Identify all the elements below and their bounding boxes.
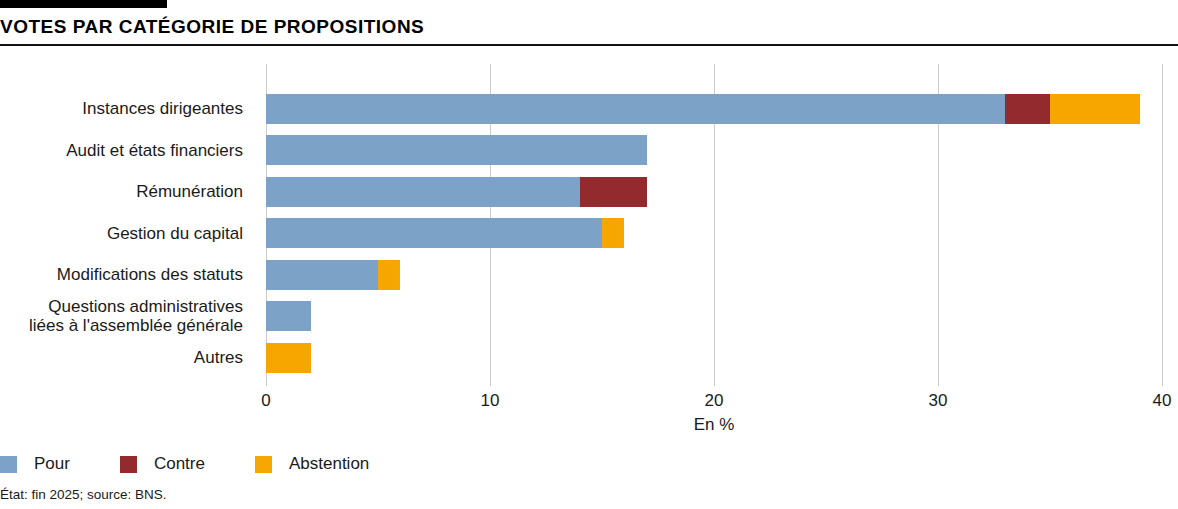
chart-row: Questions administratives liées à l'asse… <box>0 296 1162 338</box>
bar-track <box>266 94 1162 124</box>
legend-swatch-abstention <box>255 456 272 473</box>
bar-segment-pour <box>266 177 580 207</box>
bar-track <box>266 301 1162 331</box>
bar-segment-pour <box>266 301 311 331</box>
header-accent-bar <box>0 0 167 8</box>
legend-swatch-pour <box>0 456 17 473</box>
legend-item-contre: Contre <box>120 454 205 474</box>
category-label: Gestion du capital <box>0 224 243 243</box>
bar-track <box>266 218 1162 248</box>
chart-title: VOTES PAR CATÉGORIE DE PROPOSITIONS <box>0 15 1178 39</box>
legend-item-pour: Pour <box>0 454 70 474</box>
bar-segment-pour <box>266 218 602 248</box>
bar-segment-contre <box>580 177 647 207</box>
x-axis-title: En % <box>266 415 1162 435</box>
x-tick-label: 0 <box>261 391 270 411</box>
legend-swatch-contre <box>120 456 137 473</box>
bar-segment-abstention <box>378 260 400 290</box>
chart-row: Autres <box>0 337 1162 379</box>
chart-rows: Instances dirigeantes Audit et états fina… <box>0 88 1162 379</box>
title-divider <box>0 44 1178 46</box>
legend-label-pour: Pour <box>34 454 70 474</box>
chart-row: Gestion du capital <box>0 213 1162 255</box>
chart-row: Rémunération <box>0 171 1162 213</box>
bar-segment-abstention <box>602 218 624 248</box>
bar-track <box>266 135 1162 165</box>
category-label: Modifications des statuts <box>0 265 243 284</box>
bar-track <box>266 260 1162 290</box>
x-tick-label: 10 <box>481 391 500 411</box>
legend-item-abstention: Abstention <box>255 454 369 474</box>
bar-segment-pour <box>266 260 378 290</box>
chart-row: Instances dirigeantes <box>0 88 1162 130</box>
bar-track <box>266 343 1162 373</box>
bar-segment-contre <box>1005 94 1050 124</box>
category-label: Rémunération <box>0 182 243 201</box>
x-tick-label: 30 <box>929 391 948 411</box>
chart-row: Audit et états financiers <box>0 130 1162 172</box>
source-note: État: fin 2025; source: BNS. <box>0 487 1178 502</box>
category-label: Autres <box>0 348 243 367</box>
chart-page: VOTES PAR CATÉGORIE DE PROPOSITIONS Inst… <box>0 0 1178 509</box>
x-axis: 010203040 <box>266 391 1162 411</box>
chart-row: Modifications des statuts <box>0 254 1162 296</box>
legend: Pour Contre Abstention <box>0 454 1178 474</box>
stacked-bar-chart: Instances dirigeantes Audit et états fina… <box>0 64 1178 436</box>
category-label: Instances dirigeantes <box>0 99 243 118</box>
x-tick-label: 20 <box>705 391 724 411</box>
x-tick-label: 40 <box>1153 391 1172 411</box>
bar-segment-pour <box>266 135 647 165</box>
bar-segment-abstention <box>266 343 311 373</box>
bar-segment-pour <box>266 94 1005 124</box>
category-label: Audit et états financiers <box>0 141 243 160</box>
bar-track <box>266 177 1162 207</box>
category-label: Questions administratives liées à l'asse… <box>0 297 243 335</box>
gridline <box>1162 64 1163 386</box>
legend-label-abstention: Abstention <box>289 454 369 474</box>
legend-label-contre: Contre <box>154 454 205 474</box>
bar-segment-abstention <box>1050 94 1140 124</box>
